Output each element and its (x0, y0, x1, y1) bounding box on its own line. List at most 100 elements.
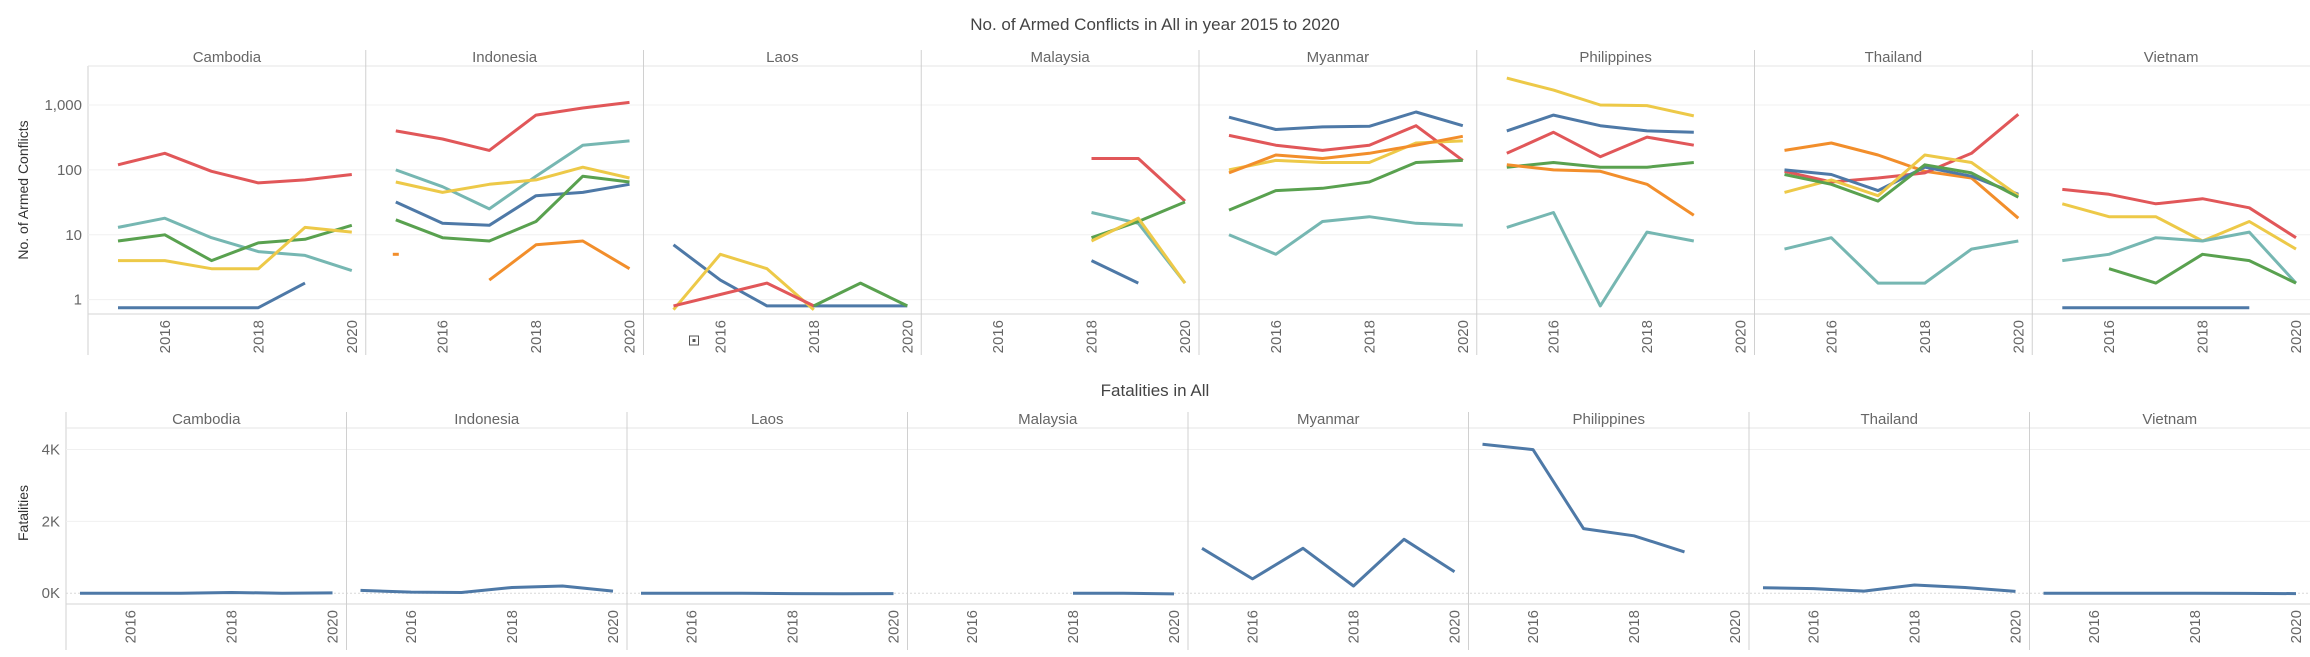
series-segment (489, 241, 629, 280)
bottom-x-tick-label: 2020 (1447, 610, 1464, 643)
top-panel-header-myanmar: Myanmar (1307, 49, 1370, 66)
fatalities-line-indonesia (361, 586, 614, 593)
bottom-panel-header-malaysia: Malaysia (1018, 411, 1078, 428)
series-segment (1229, 112, 1463, 130)
bottom-y-axis-label: Fatalities (15, 485, 31, 541)
top-y-tick-label: 1,000 (44, 97, 82, 114)
top-x-tick-label: 2018 (1084, 320, 1101, 353)
top-x-tick-label: 2018 (528, 320, 545, 353)
bottom-x-tick-label: 2016 (684, 610, 701, 643)
series-line-indonesia-yellow (396, 167, 630, 192)
top-y-axis-label: No. of Armed Conflicts (15, 120, 31, 259)
bottom-x-tick-label: 2018 (1626, 610, 1643, 643)
series-segment (118, 283, 305, 308)
top-y-tick-label: 1 (74, 292, 82, 309)
top-x-tick-label: 2018 (1639, 320, 1656, 353)
top-x-tick-label: 2016 (1823, 320, 1840, 353)
bottom-x-tick-label: 2018 (224, 610, 241, 643)
series-line-cambodia-teal (118, 218, 352, 270)
top-x-tick-label: 2018 (806, 320, 823, 353)
bottom-x-tick-label: 2018 (1065, 610, 1082, 643)
bottom-panel-header-philippines: Philippines (1572, 411, 1645, 428)
series-line-philippines-red (1507, 132, 1694, 156)
series-segment (396, 141, 630, 209)
top-x-tick-label: 2016 (157, 320, 174, 353)
series-segment (396, 167, 630, 192)
series-line-malaysia-yellow (1092, 218, 1186, 283)
series-segment (1507, 115, 1694, 132)
bottom-x-tick-label: 2020 (1727, 610, 1744, 643)
series-segment (118, 153, 352, 183)
series-segment (814, 283, 908, 306)
bottom-panel-header-laos: Laos (751, 411, 784, 428)
series-segment (118, 218, 352, 270)
series-segment (1507, 165, 1694, 215)
top-x-tick-label: 2020 (1733, 320, 1750, 353)
fatalities-line-myanmar (1202, 539, 1455, 586)
bottom-x-tick-label: 2020 (1166, 610, 1183, 643)
top-panel-header-philippines: Philippines (1579, 49, 1652, 66)
top-panel-header-indonesia: Indonesia (472, 49, 538, 66)
series-line-indonesia-green (396, 176, 630, 241)
series-line-cambodia-yellow (118, 227, 352, 268)
series-line-vietnam-teal (2062, 232, 2296, 283)
series-segment (2062, 232, 2296, 283)
bottom-panel-header-indonesia: Indonesia (454, 411, 520, 428)
top-x-tick-label: 2018 (1917, 320, 1934, 353)
top-x-tick-label: 2016 (990, 320, 1007, 353)
bottom-panel-header-cambodia: Cambodia (172, 411, 241, 428)
top-panel-header-malaysia: Malaysia (1031, 49, 1091, 66)
bottom-x-tick-label: 2016 (403, 610, 420, 643)
bottom-x-tick-label: 2020 (886, 610, 903, 643)
series-segment (118, 225, 352, 260)
series-line-cambodia-red (118, 153, 352, 183)
top-x-tick-label: 2016 (1546, 320, 1563, 353)
series-segment (2109, 254, 2296, 283)
top-x-tick-label: 2018 (250, 320, 267, 353)
bottom-chart-title: Fatalities in All (1101, 381, 1210, 400)
bottom-panel-header-thailand: Thailand (1860, 411, 1918, 428)
series-line-philippines-blue (1507, 115, 1694, 132)
series-line-indonesia-teal (396, 141, 630, 209)
series-segment (1507, 132, 1694, 156)
bottom-x-tick-label: 2016 (964, 610, 981, 643)
series-segment (2062, 204, 2296, 249)
bottom-y-tick-label: 4K (42, 442, 60, 459)
bottom-x-tick-label: 2018 (2187, 610, 2204, 643)
series-segment (1507, 78, 1694, 116)
bottom-x-tick-label: 2016 (1245, 610, 1262, 643)
top-chart-title: No. of Armed Conflicts in All in year 20… (970, 15, 1339, 34)
top-x-tick-label: 2020 (1177, 320, 1194, 353)
bottom-x-tick-label: 2020 (325, 610, 342, 643)
series-segment (1092, 218, 1186, 283)
top-x-tick-label: 2016 (435, 320, 452, 353)
series-line-philippines-yellow (1507, 78, 1694, 116)
series-line-cambodia-blue (118, 283, 305, 308)
top-panel-header-cambodia: Cambodia (193, 49, 262, 66)
bottom-x-tick-label: 2016 (1525, 610, 1542, 643)
series-line-malaysia-red (1092, 159, 1186, 202)
bottom-x-tick-label: 2018 (504, 610, 521, 643)
fatalities-line-philippines (1483, 444, 1685, 552)
bottom-x-tick-label: 2016 (1806, 610, 1823, 643)
top-y-tick-label: 10 (65, 227, 82, 244)
bottom-panel-header-vietnam: Vietnam (2142, 411, 2197, 428)
fatalities-line-thailand (1763, 585, 2016, 591)
top-x-tick-label: 2016 (712, 320, 729, 353)
series-line-indonesia-orange (393, 241, 630, 280)
series-line-vietnam-yellow (2062, 204, 2296, 249)
series-line-malaysia-blue (1092, 261, 1139, 284)
bottom-x-tick-label: 2020 (605, 610, 622, 643)
series-line-thailand-teal (1785, 238, 2019, 283)
fatalities-line-malaysia (1073, 593, 1174, 594)
series-segment (1507, 213, 1694, 306)
fatalities-line-laos (641, 593, 894, 594)
series-line-laos-green (814, 283, 908, 306)
top-x-tick-label: 2016 (1268, 320, 1285, 353)
series-segment (1092, 159, 1186, 202)
top-x-tick-label: 2020 (2010, 320, 2027, 353)
top-x-tick-label: 2016 (2101, 320, 2118, 353)
top-x-tick-label: 2020 (1455, 320, 1472, 353)
